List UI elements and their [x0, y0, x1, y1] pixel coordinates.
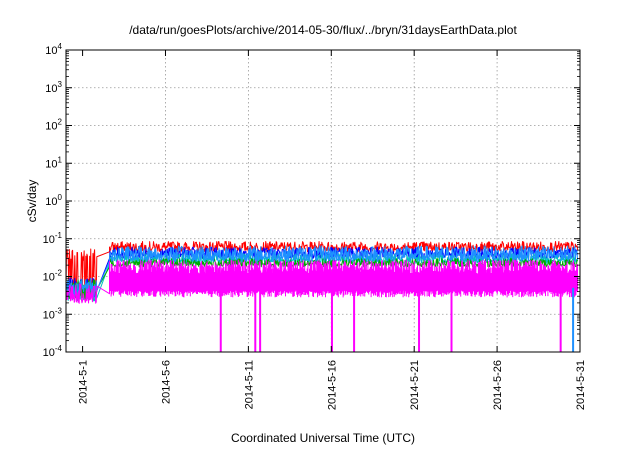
y-tick-label: 10-3 — [43, 306, 63, 321]
x-axis-label: Coordinated Universal Time (UTC) — [231, 431, 415, 445]
x-tick-label: 2014-5-26 — [492, 360, 504, 410]
axis-ticks — [66, 49, 581, 353]
chart-title: /data/run/goesPlots/archive/2014-05-30/f… — [129, 23, 517, 37]
y-tick-label: 102 — [45, 118, 62, 133]
x-tick-label: 2014-5-1 — [78, 360, 90, 404]
data-series-0 — [66, 240, 579, 296]
series-layer — [66, 240, 579, 352]
y-tick-label: 101 — [45, 155, 62, 170]
x-tick-label: 2014-5-21 — [409, 360, 421, 410]
y-axis-label: cSv/day — [25, 180, 39, 223]
x-tick-label: 2014-5-6 — [160, 360, 172, 404]
x-tick-label: 2014-5-16 — [326, 360, 338, 410]
x-tick-label: 2014-5-11 — [243, 360, 255, 409]
grid — [66, 50, 580, 352]
y-tick-label: 100 — [45, 193, 62, 208]
y-tick-labels: 10-4 10-3 10-2 10-1 100 101 102 103 104 — [43, 42, 63, 359]
y-tick-label: 10-2 — [43, 269, 63, 284]
y-tick-label: 10-1 — [43, 231, 63, 246]
data-series-4 — [66, 245, 579, 298]
x-tick-labels: 2014-5-1 2014-5-6 2014-5-11 2014-5-16 2014-5… — [78, 360, 587, 410]
x-tick-label: 2014-5-31 — [575, 360, 587, 410]
y-tick-label: 103 — [45, 80, 62, 95]
data-series-fill — [109, 259, 579, 298]
y-tick-label: 104 — [45, 42, 62, 57]
y-tick-label: 10-4 — [43, 344, 63, 359]
